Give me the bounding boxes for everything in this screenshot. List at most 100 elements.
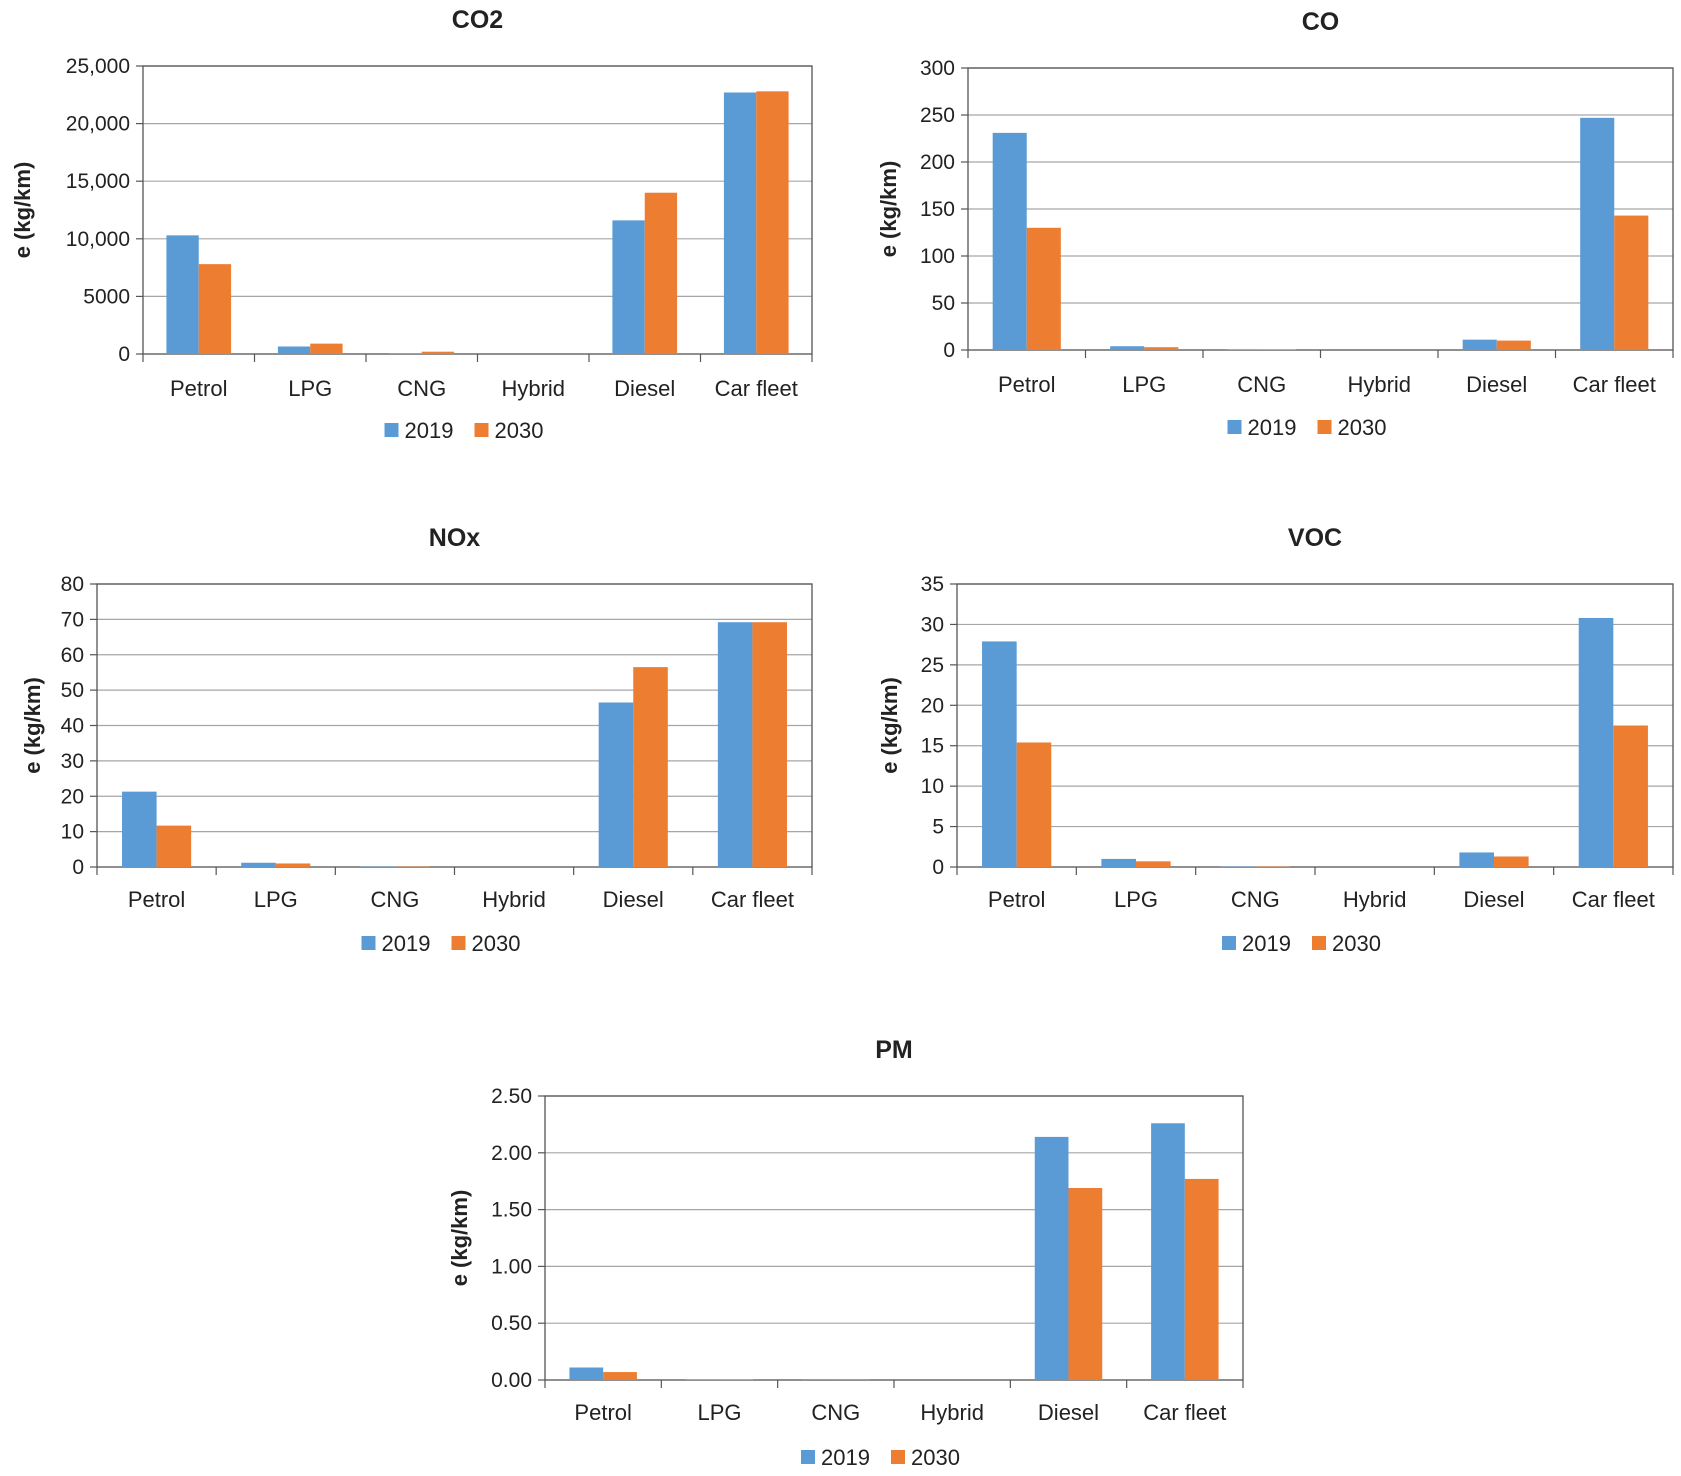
x-category-label: Petrol [988,887,1045,912]
x-category-label: Car fleet [711,887,794,912]
x-category-label: Diesel [614,376,675,401]
x-category-label: Petrol [574,1400,631,1425]
legend-label-2030: 2030 [911,1445,960,1470]
x-category-label: CNG [1231,887,1280,912]
bar-2030-petrol [156,825,192,867]
y-tick-label: 5 [932,816,944,839]
x-category-label: Hybrid [1343,887,1407,912]
x-category-label: Diesel [1466,372,1527,397]
bar-2030-diesel [633,667,668,867]
y-tick-label: 15,000 [66,170,130,193]
y-tick-label: 10,000 [66,228,130,251]
y-tick-label: 10 [61,821,84,844]
bar-2019-diesel [598,702,634,867]
bar-2019-car-fleet [1151,1123,1185,1380]
x-category-label: Petrol [998,372,1055,397]
bar-2030-car-fleet [756,91,789,355]
y-tick-label: 200 [920,151,955,174]
y-tick-label: 0.50 [491,1312,532,1335]
y-tick-label: 0.00 [491,1369,532,1392]
y-tick-label: 1.50 [491,1199,532,1222]
y-tick-label: 50 [932,292,955,315]
bar-2019-cng [389,353,422,354]
bar-2030-car-fleet [1613,725,1648,867]
x-category-label: Petrol [128,887,185,912]
bar-2019-car-fleet [723,92,757,354]
bar-2019-petrol [982,641,1017,867]
chart-title: CO [1302,8,1340,36]
x-category-label: LPG [288,376,332,401]
x-category-label: Hybrid [501,376,565,401]
bar-2030-cng [421,351,455,354]
bar-2030-lpg [310,343,343,354]
x-category-label: Diesel [1038,1400,1099,1425]
legend-swatch-2030 [891,1450,905,1464]
legend-label-2030: 2030 [472,931,521,956]
legend-label-2019: 2019 [405,418,454,443]
y-tick-label: 15 [921,735,944,758]
y-axis-label: e (kg/km) [876,161,901,258]
bar-2019-petrol [122,791,157,867]
legend-swatch-2030 [1317,420,1332,434]
bar-2019-diesel [1462,339,1497,350]
y-tick-label: 0 [118,343,130,366]
y-tick-label: 0 [932,856,944,879]
bar-2030-lpg [1144,347,1179,350]
chart-voc: 0 5 10 15 20 25 30 35 Petrol LPG CNG Hybrid Diesel Ca… [877,524,1674,956]
y-tick-label: 250 [920,104,955,127]
legend-label-2019: 2019 [382,931,431,956]
bar-2030-car-fleet [1184,1178,1219,1380]
legend-swatch-2030 [474,423,489,437]
y-tick-label: 1.00 [491,1255,532,1278]
x-category-label: CNG [370,887,419,912]
legend-label-2019: 2019 [821,1445,870,1470]
y-tick-label: 10 [921,775,944,798]
x-category-label: CNG [1237,372,1286,397]
legend-label-2019: 2019 [1248,415,1297,440]
chart-co2: 0 5000 10,000 15,000 20,000 25,000 Petrol LPG CN… [10,6,813,443]
y-tick-label: 300 [920,57,955,80]
y-tick-label: 100 [920,245,955,268]
y-tick-label: 80 [61,573,84,596]
bar-2019-diesel [1034,1136,1069,1380]
y-tick-label: 20 [61,785,84,808]
bar-2019-car-fleet [1580,117,1615,350]
bar-2030-petrol [603,1372,637,1380]
bar-2019-lpg [241,862,276,867]
bar-2030-diesel [644,192,678,354]
bar-2019-diesel [1459,852,1494,867]
bar-2019-car-fleet [717,622,753,867]
bar-2030-petrol [1016,742,1052,867]
y-tick-label: 5000 [83,285,130,308]
legend-swatch-2019 [384,423,399,437]
y-axis-label: e (kg/km) [447,1190,472,1287]
bar-2030-car-fleet [752,622,787,867]
y-tick-label: 25,000 [66,55,130,78]
y-tick-label: 40 [61,715,84,738]
bar-2019-petrol [166,235,199,354]
y-tick-label: 0 [943,339,955,362]
chart-title: CO2 [452,6,503,34]
x-category-label: Diesel [603,887,664,912]
bar-2019-car-fleet [1578,617,1614,867]
x-category-label: Car fleet [715,376,798,401]
chart-title: NOx [429,524,481,552]
x-category-label: Car fleet [1573,372,1656,397]
legend-label-2030: 2030 [1332,931,1381,956]
bar-2019-diesel [612,220,645,354]
x-category-label: Hybrid [482,887,546,912]
bar-2030-petrol [198,264,232,354]
x-category-label: Car fleet [1572,887,1655,912]
x-category-label: LPG [254,887,298,912]
y-axis-label: e (kg/km) [877,677,902,774]
y-tick-label: 30 [61,750,84,773]
bar-2030-diesel [1068,1188,1103,1380]
legend-label-2030: 2030 [495,418,544,443]
y-tick-label: 20 [921,694,944,717]
legend-swatch-2030 [451,936,466,950]
bar-2019-petrol [569,1367,604,1380]
y-tick-label: 20,000 [66,113,130,136]
bar-2030-diesel [1494,856,1529,867]
y-tick-label: 25 [921,654,944,677]
bar-2030-lpg [1136,861,1171,867]
